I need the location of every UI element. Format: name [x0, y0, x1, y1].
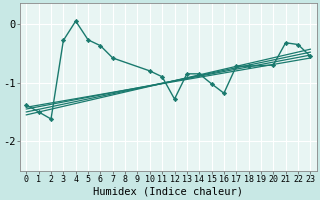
X-axis label: Humidex (Indice chaleur): Humidex (Indice chaleur)	[93, 187, 243, 197]
